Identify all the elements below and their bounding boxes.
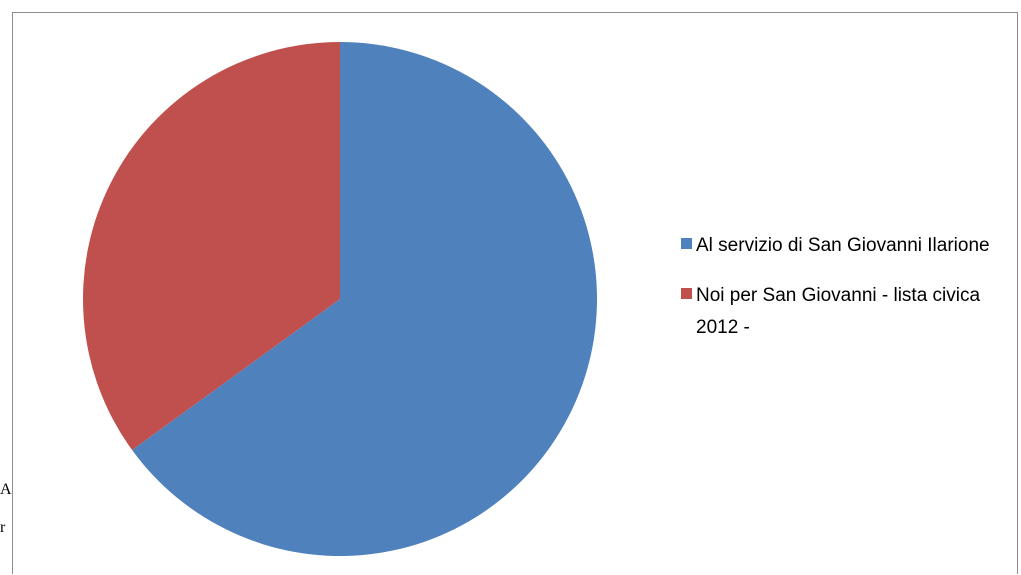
pie-slice-al-servizio	[132, 42, 597, 556]
legend-item-al-servizio: Al servizio di San Giovanni Ilarione	[681, 230, 1011, 262]
pie-slices	[82, 42, 597, 556]
pie-chart	[82, 42, 597, 556]
chart-frame: Al servizio di San Giovanni Ilarione Noi…	[12, 12, 1018, 574]
legend-swatch-noi-per-san-giovanni	[681, 288, 692, 299]
background-document-letter-r: r	[0, 520, 6, 536]
legend-label-noi-per-san-giovanni: Noi per San Giovanni - lista civica 2012…	[696, 285, 981, 338]
legend-label-al-servizio: Al servizio di San Giovanni Ilarione	[696, 235, 990, 256]
legend-item-noi-per-san-giovanni: Noi per San Giovanni - lista civica 2012…	[681, 280, 1011, 344]
legend-swatch-al-servizio	[681, 238, 692, 249]
chart-legend: Al servizio di San Giovanni Ilarione Noi…	[681, 230, 1011, 362]
pie-slice-noi-per-san-giovanni	[82, 42, 340, 451]
background-document-letter-a: A	[0, 482, 12, 498]
